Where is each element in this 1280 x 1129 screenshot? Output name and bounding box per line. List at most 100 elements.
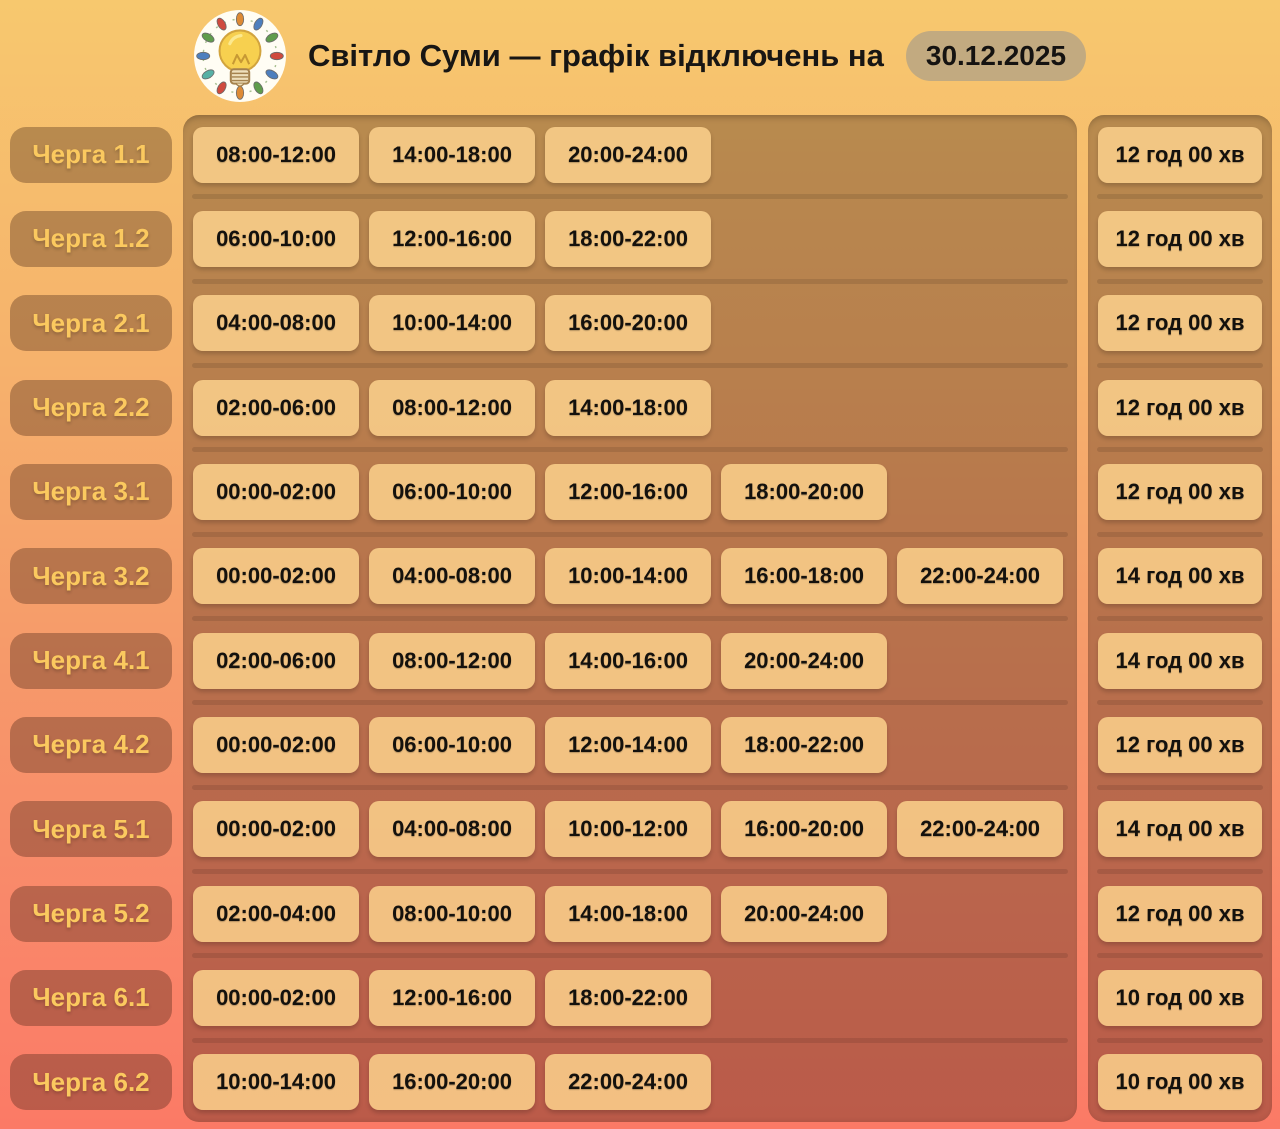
- row-divider: [192, 278, 1068, 284]
- outage-interval-chip: 06:00-10:00: [369, 716, 535, 773]
- queue-row: Черга 4.2: [10, 705, 172, 784]
- outage-interval-chip: 12:00-16:00: [369, 969, 535, 1026]
- outage-interval-chip: 14:00-18:00: [545, 379, 711, 436]
- outage-interval-chip: 10:00-12:00: [545, 801, 711, 858]
- outage-interval-chip: 16:00-20:00: [721, 801, 887, 858]
- total-duration-chip: 14 год 00 хв: [1098, 632, 1262, 689]
- queue-label-pill: Черга 6.1: [10, 969, 172, 1026]
- outage-interval-chip: 22:00-24:00: [897, 548, 1063, 605]
- outage-interval-chip: 08:00-12:00: [369, 632, 535, 689]
- schedule-row: 08:00-12:00 14:00-18:00 20:00-24:00: [183, 115, 1077, 194]
- outage-interval-chip: 06:00-10:00: [193, 210, 359, 267]
- outage-interval-chip: 22:00-24:00: [545, 1054, 711, 1111]
- row-divider: [1097, 615, 1263, 621]
- outage-interval-chip: 06:00-10:00: [369, 463, 535, 520]
- outage-interval-chip: 18:00-20:00: [721, 463, 887, 520]
- queue-label: Черга 5.2: [32, 898, 150, 929]
- queue-row: Черга 4.1: [10, 621, 172, 700]
- queue-label: Черга 2.1: [32, 307, 150, 338]
- outage-interval-chip: 08:00-12:00: [369, 379, 535, 436]
- date-badge: 30.12.2025: [905, 31, 1087, 81]
- outage-interval-chip: 00:00-02:00: [193, 548, 359, 605]
- row-divider: [192, 615, 1068, 621]
- schedule-row: 10:00-14:00 16:00-20:00 22:00-24:00: [183, 1043, 1077, 1122]
- total-duration-chip: 14 год 00 хв: [1098, 801, 1262, 858]
- outage-interval-chip: 02:00-04:00: [193, 885, 359, 942]
- row-divider: [192, 531, 1068, 537]
- queue-label-pill: Черга 3.1: [10, 463, 172, 520]
- queue-row: Черга 6.1: [10, 958, 172, 1037]
- row-divider: [192, 700, 1068, 706]
- queue-label-pill: Черга 3.2: [10, 548, 172, 605]
- row-divider: [192, 953, 1068, 959]
- row-divider: [1097, 531, 1263, 537]
- total-row: 12 год 00 хв: [1088, 115, 1272, 194]
- lightbulb-garland-icon: [193, 10, 286, 102]
- schedule-row: 02:00-06:00 08:00-12:00 14:00-18:00: [183, 368, 1077, 447]
- queue-label: Черга 4.2: [32, 729, 150, 760]
- queue-row: Черга 2.2: [10, 368, 172, 447]
- outage-interval-chip: 18:00-22:00: [545, 969, 711, 1026]
- outage-interval-chip: 16:00-20:00: [369, 1054, 535, 1111]
- outage-interval-chip: 10:00-14:00: [369, 295, 535, 352]
- outage-interval-chip: 02:00-06:00: [193, 632, 359, 689]
- total-duration-chip: 10 год 00 хв: [1098, 969, 1262, 1026]
- queue-label-pill: Черга 2.2: [10, 379, 172, 436]
- outage-interval-chip: 00:00-02:00: [193, 463, 359, 520]
- queue-label-pill: Черга 2.1: [10, 295, 172, 352]
- outage-interval-chip: 10:00-14:00: [193, 1054, 359, 1111]
- total-row: 12 год 00 хв: [1088, 368, 1272, 447]
- queue-label: Черга 6.2: [32, 1066, 150, 1097]
- queue-row: Черга 5.1: [10, 790, 172, 869]
- total-row: 12 год 00 хв: [1088, 874, 1272, 953]
- total-duration-chip: 14 год 00 хв: [1098, 548, 1262, 605]
- total-row: 12 год 00 хв: [1088, 284, 1272, 363]
- outage-interval-chip: 12:00-16:00: [545, 463, 711, 520]
- total-duration-chip: 12 год 00 хв: [1098, 126, 1262, 183]
- queue-row: Черга 3.1: [10, 452, 172, 531]
- queue-label: Черга 3.2: [32, 560, 150, 591]
- schedule-row: 04:00-08:00 10:00-14:00 16:00-20:00: [183, 284, 1077, 363]
- outage-interval-chip: 00:00-02:00: [193, 969, 359, 1026]
- outage-interval-chip: 10:00-14:00: [545, 548, 711, 605]
- outage-interval-chip: 20:00-24:00: [545, 126, 711, 183]
- row-divider: [192, 868, 1068, 874]
- schedule-board: Черга 1.1 Черга 1.2 Черга 2.1 Черга 2.2 Черг…: [10, 115, 1272, 1122]
- row-divider: [192, 447, 1068, 453]
- outage-interval-chip: 04:00-08:00: [369, 801, 535, 858]
- total-row: 12 год 00 хв: [1088, 705, 1272, 784]
- queue-column: Черга 1.1 Черга 1.2 Черга 2.1 Черга 2.2 Черг…: [10, 115, 172, 1122]
- queue-label: Черга 5.1: [32, 813, 150, 844]
- outage-interval-chip: 16:00-20:00: [545, 295, 711, 352]
- total-duration-chip: 12 год 00 хв: [1098, 885, 1262, 942]
- total-row: 14 год 00 хв: [1088, 790, 1272, 869]
- outage-interval-chip: 00:00-02:00: [193, 801, 359, 858]
- queue-label-pill: Черга 1.2: [10, 210, 172, 267]
- queue-label: Черга 3.1: [32, 476, 150, 507]
- queue-label: Черга 2.2: [32, 392, 150, 423]
- intervals-panel: 08:00-12:00 14:00-18:00 20:00-24:00 06:00-1…: [183, 115, 1077, 1122]
- outage-interval-chip: 20:00-24:00: [721, 632, 887, 689]
- total-duration-chip: 12 год 00 хв: [1098, 210, 1262, 267]
- queue-row: Черга 2.1: [10, 284, 172, 363]
- queue-label: Черга 1.1: [32, 139, 150, 170]
- outage-interval-chip: 14:00-18:00: [369, 126, 535, 183]
- row-divider: [1097, 278, 1263, 284]
- schedule-row: 00:00-02:00 12:00-16:00 18:00-22:00: [183, 958, 1077, 1037]
- outage-interval-chip: 14:00-16:00: [545, 632, 711, 689]
- queue-label-pill: Черга 4.2: [10, 716, 172, 773]
- outage-interval-chip: 08:00-12:00: [193, 126, 359, 183]
- queue-row: Черга 1.2: [10, 199, 172, 278]
- outage-interval-chip: 18:00-22:00: [721, 716, 887, 773]
- total-duration-chip: 12 год 00 хв: [1098, 463, 1262, 520]
- row-divider: [1097, 784, 1263, 790]
- queue-row: Черга 1.1: [10, 115, 172, 194]
- schedule-row: 00:00-02:00 04:00-08:00 10:00-14:00 16:00-1…: [183, 537, 1077, 616]
- row-divider: [1097, 447, 1263, 453]
- outage-interval-chip: 12:00-16:00: [369, 210, 535, 267]
- queue-label-pill: Черга 5.2: [10, 885, 172, 942]
- row-divider: [192, 784, 1068, 790]
- schedule-row: 00:00-02:00 04:00-08:00 10:00-12:00 16:00-2…: [183, 790, 1077, 869]
- header: Світло Суми — графік відключень на 30.12…: [0, 0, 1280, 112]
- queue-label-pill: Черга 1.1: [10, 126, 172, 183]
